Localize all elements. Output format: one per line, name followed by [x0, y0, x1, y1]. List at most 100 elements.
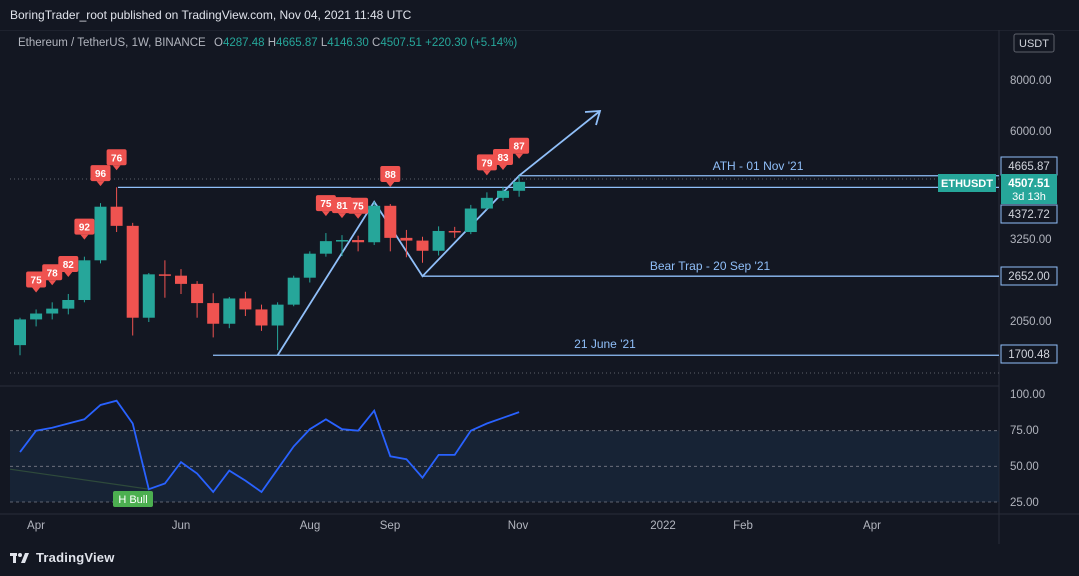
- candle-body[interactable]: [497, 190, 509, 198]
- candle-body[interactable]: [223, 298, 236, 324]
- candle-body[interactable]: [255, 309, 268, 326]
- bear-trap-price-badge: [1000, 266, 1058, 286]
- signal-marker[interactable]: 83: [493, 148, 513, 170]
- signal-marker-box: [74, 218, 95, 235]
- candle-body[interactable]: [416, 240, 429, 251]
- signal-value: 76: [111, 153, 123, 164]
- oscillator-axis[interactable]: 100.00 75.00 50.00 25.00: [1010, 389, 1045, 509]
- time-tick: 2022: [650, 520, 676, 532]
- candle-body[interactable]: [239, 298, 252, 310]
- candle-body[interactable]: [303, 253, 316, 278]
- signal-marker-pointer: [112, 165, 121, 171]
- candle-body[interactable]: [191, 283, 204, 304]
- signal-marker[interactable]: 75: [315, 195, 336, 217]
- signal-value: 92: [79, 223, 91, 234]
- signal-marker[interactable]: 87: [509, 137, 530, 159]
- signal-marker-pointer: [96, 181, 105, 187]
- oscillator-line: [19, 399, 520, 494]
- signal-marker-box: [348, 197, 369, 214]
- candle-body[interactable]: [46, 308, 59, 314]
- signal-marker[interactable]: 92: [74, 218, 95, 240]
- candle-body[interactable]: [464, 208, 477, 233]
- signal-marker[interactable]: 75: [26, 271, 47, 293]
- candle-body[interactable]: [126, 225, 139, 318]
- june-annotation[interactable]: 21 June '21: [574, 337, 636, 351]
- ath-annotation[interactable]: ATH - 01 Nov '21: [713, 159, 804, 173]
- candle-body[interactable]: [78, 260, 91, 300]
- signal-marker-pointer: [354, 213, 363, 219]
- candle-body[interactable]: [271, 304, 284, 326]
- osc-tick: 25.00: [1010, 497, 1039, 509]
- signal-marker[interactable]: 79: [476, 154, 497, 176]
- grid: [0, 29, 1079, 544]
- signal-marker-box: [493, 148, 513, 165]
- candle-body[interactable]: [158, 274, 171, 276]
- tradingview-logo[interactable]: TradingView: [10, 550, 115, 565]
- candle-body[interactable]: [384, 205, 397, 238]
- h-bull-text: H Bull: [118, 494, 147, 506]
- signal-value: 82: [63, 260, 75, 271]
- signal-markers: 75 78 82 92 96 76 75 81 75 88 79 83 87: [26, 137, 530, 293]
- legend-ohlc: O4287.48 H4665.87 L4146.30 C4507.51 +220…: [214, 37, 517, 49]
- price-axis[interactable]: USDT 8000.00 6000.00 3250.00 2050.00 466…: [938, 33, 1058, 364]
- candle-body[interactable]: [287, 277, 300, 305]
- signal-marker[interactable]: 76: [106, 149, 127, 171]
- signal-marker-box: [380, 166, 401, 183]
- signal-marker[interactable]: 78: [42, 264, 63, 286]
- signal-marker[interactable]: 81: [332, 197, 352, 219]
- june-price-text: 1700.48: [1008, 349, 1050, 361]
- currency-label: USDT: [1019, 38, 1049, 50]
- candle-body[interactable]: [432, 230, 445, 251]
- publish-header: BoringTrader_root published on TradingVi…: [0, 0, 1079, 30]
- currency-box[interactable]: [1013, 33, 1055, 53]
- signal-marker-pointer: [515, 153, 524, 159]
- signal-marker-pointer: [499, 164, 507, 170]
- symbol-badge: [938, 174, 996, 192]
- osc-tick: 75.00: [1010, 425, 1039, 437]
- signal-marker[interactable]: 96: [90, 165, 111, 187]
- signal-marker-box: [106, 149, 127, 166]
- bear-trap-price-text: 2652.00: [1008, 271, 1050, 283]
- signal-marker[interactable]: 82: [58, 255, 79, 277]
- candle-body[interactable]: [30, 313, 43, 320]
- candle-body[interactable]: [400, 237, 413, 241]
- arrow-head: [584, 110, 602, 126]
- candle-body[interactable]: [62, 299, 75, 309]
- bar-countdown: 3d 13h: [1012, 191, 1046, 203]
- signal-marker[interactable]: 88: [380, 166, 401, 188]
- candle-body[interactable]: [142, 274, 155, 318]
- osc-tick: 50.00: [1010, 461, 1039, 473]
- candle-body[interactable]: [336, 240, 348, 242]
- signal-marker-pointer: [321, 211, 330, 217]
- candle-body[interactable]: [175, 275, 187, 284]
- candle-body[interactable]: [368, 205, 381, 243]
- candle-body[interactable]: [14, 319, 26, 346]
- oscillator-pane: [9, 399, 999, 503]
- signal-value: 79: [481, 158, 493, 169]
- signal-marker-pointer: [64, 271, 73, 277]
- candle-body[interactable]: [319, 241, 332, 254]
- candle-body[interactable]: [352, 240, 365, 243]
- signal-marker-pointer: [80, 234, 89, 240]
- low-price-text: 4372.72: [1008, 209, 1050, 221]
- june-price-badge: [1000, 344, 1058, 364]
- candle-body[interactable]: [207, 303, 220, 324]
- time-axis[interactable]: Apr Jun Aug Sep Nov 2022 Feb Apr: [27, 520, 881, 532]
- candle-body[interactable]: [110, 206, 123, 226]
- signal-marker-pointer: [48, 280, 57, 286]
- signal-marker-box: [42, 264, 63, 281]
- candle-body[interactable]: [513, 181, 526, 191]
- ath-price-text: 4665.87: [1008, 161, 1050, 173]
- price-tick: 3250.00: [1010, 234, 1052, 246]
- bear-trap-annotation[interactable]: Bear Trap - 20 Sep '21: [650, 259, 771, 273]
- projection-arrow[interactable]: [518, 110, 601, 177]
- signal-marker-box: [315, 195, 336, 212]
- time-tick: Sep: [380, 520, 400, 532]
- low-price-badge: [1000, 204, 1058, 224]
- candle-body[interactable]: [480, 197, 493, 209]
- signal-marker[interactable]: 75: [348, 197, 369, 219]
- candle-body[interactable]: [94, 206, 107, 261]
- candle-body[interactable]: [448, 230, 461, 233]
- publish-info: BoringTrader_root published on TradingVi…: [10, 8, 412, 22]
